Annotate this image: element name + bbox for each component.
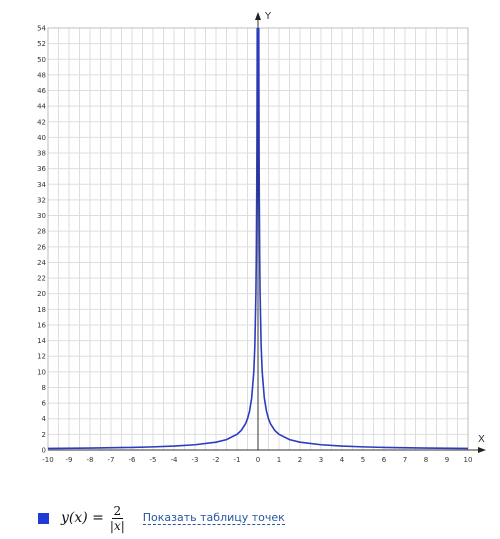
series-layer	[47, 27, 469, 450]
y-tick-label: 30	[37, 212, 46, 220]
y-tick-label: 46	[37, 87, 46, 95]
y-tick-label: 14	[37, 337, 46, 345]
x-tick-label: -5	[150, 456, 157, 464]
formula-denominator: |x|	[109, 518, 125, 533]
x-tick-label: -3	[192, 456, 199, 464]
x-tick-label: 5	[361, 456, 365, 464]
x-tick-label: 2	[298, 456, 302, 464]
x-tick-label: 3	[319, 456, 323, 464]
axes	[48, 12, 486, 453]
legend: y(x) = 2 |x| Показать таблицу точек	[38, 498, 285, 538]
y-tick-label: 0	[42, 447, 46, 455]
x-tick-label: -7	[108, 456, 115, 464]
x-tick-label: 0	[256, 456, 260, 464]
x-tick-label: -8	[87, 456, 94, 464]
x-tick-label: -10	[42, 456, 53, 464]
y-tick-label: 4	[42, 415, 47, 423]
x-tick-label: 9	[445, 456, 449, 464]
x-tick-label: 1	[277, 456, 281, 464]
function-formula: y(x) = 2 |x|	[61, 504, 125, 533]
y-tick-label: 52	[37, 40, 46, 48]
y-tick-label: 32	[37, 196, 46, 204]
y-tick-label: 10	[37, 368, 46, 376]
x-axis-arrow	[478, 447, 486, 453]
x-tick-label: 10	[464, 456, 473, 464]
x-tick-label: -4	[171, 456, 179, 464]
y-tick-label: 28	[37, 228, 46, 236]
formula-fraction: 2 |x|	[110, 504, 125, 533]
y-axis-label: Y	[264, 11, 272, 22]
x-tick-label: 6	[382, 456, 387, 464]
tick-labels: -10 -9 -8 -7 -6 -5 -4 -3 -2 -1 0 1 2 3 4 5 6 7 8 9 100246810…	[37, 25, 472, 465]
x-tick-label: -9	[66, 456, 73, 464]
plot-area: -10 -9 -8 -7 -6 -5 -4 -3 -2 -1 0 1 2 3 4 5 6 7 8 9 10 0 2 4 6 8 10…	[37, 11, 486, 465]
y-tick-label: 54	[37, 25, 46, 33]
y-tick-label: 42	[37, 118, 46, 126]
y-tick-label: 34	[37, 181, 46, 189]
y-tick-label: 48	[37, 71, 46, 79]
show-points-table-link[interactable]: Показать таблицу точек	[142, 511, 285, 525]
x-tick-label: 4	[340, 456, 345, 464]
y-tick-label: 26	[37, 243, 46, 251]
legend-swatch[interactable]	[38, 512, 49, 524]
x-tick-label: -1	[234, 456, 241, 464]
x-tick-label: -6	[129, 456, 137, 464]
x-tick-label: -2	[213, 456, 220, 464]
formula-numerator: 2	[111, 503, 124, 519]
y-tick-label: 50	[37, 56, 46, 64]
y-tick-label: 18	[37, 306, 46, 314]
y-tick-label: 44	[37, 103, 46, 111]
y-tick-label: 12	[37, 353, 46, 361]
y-tick-label: 22	[37, 275, 46, 283]
y-axis-arrow	[255, 12, 261, 20]
formula-lhs: y(x) =	[61, 510, 104, 526]
series-line-positive-branch	[257, 27, 469, 450]
y-tick-label: 6	[42, 400, 47, 408]
chart-svg: -10 -9 -8 -7 -6 -5 -4 -3 -2 -1 0 1 2 3 4 5 6 7 8 9 100246810…	[37, 11, 486, 465]
y-tick-label: 20	[37, 290, 46, 298]
x-tick-label: 8	[424, 456, 428, 464]
series-line-negative-branch	[47, 27, 259, 450]
y-tick-label: 40	[37, 134, 46, 142]
y-tick-label: 2	[42, 431, 46, 439]
y-tick-label: 16	[37, 321, 46, 329]
x-tick-label: 7	[403, 456, 407, 464]
y-tick-label: 24	[37, 259, 46, 267]
y-tick-label: 8	[42, 384, 46, 392]
x-axis-label: X	[478, 434, 485, 445]
y-tick-label: 36	[37, 165, 46, 173]
y-tick-label: 38	[37, 150, 46, 158]
